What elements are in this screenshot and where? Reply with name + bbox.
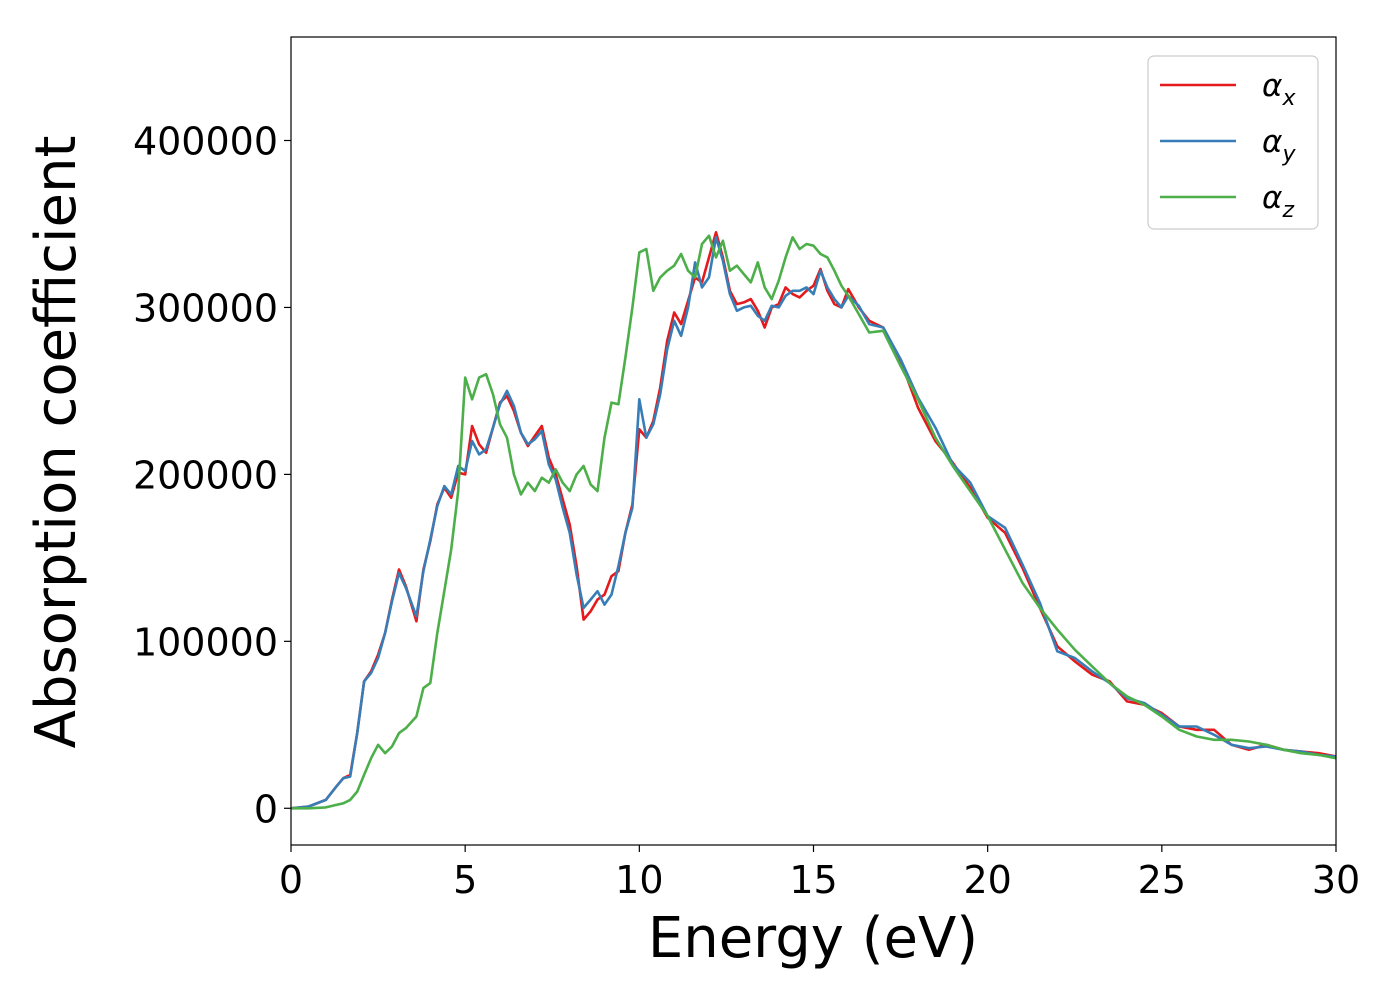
x-axis-title: Energy (eV) (648, 906, 978, 971)
x-tick-label: 5 (453, 858, 477, 902)
x-tick-label: 30 (1312, 858, 1360, 902)
y-tick-label: 300000 (133, 286, 278, 330)
y-tick-label: 0 (254, 787, 278, 831)
x-tick-label: 20 (963, 858, 1011, 902)
y-tick-label: 100000 (133, 620, 278, 664)
legend-box (1147, 55, 1319, 230)
plot-area (291, 231, 1336, 810)
x-tick-label: 15 (789, 858, 837, 902)
y-tick-label: 200000 (133, 453, 278, 497)
y-axis: 0 100000 200000 300000 400000 (133, 120, 291, 831)
x-axis: 0 5 10 15 20 25 30 (279, 845, 1360, 902)
x-tick-label: 25 (1138, 858, 1186, 902)
x-tick-label: 0 (279, 858, 303, 902)
y-axis-title: Absorption coefficient (24, 136, 89, 749)
y-tick-label: 400000 (133, 120, 278, 164)
x-tick-label: 10 (615, 858, 663, 902)
series-line-y (291, 236, 1336, 810)
series-line-x (291, 231, 1336, 810)
series-line-z (291, 234, 1336, 810)
